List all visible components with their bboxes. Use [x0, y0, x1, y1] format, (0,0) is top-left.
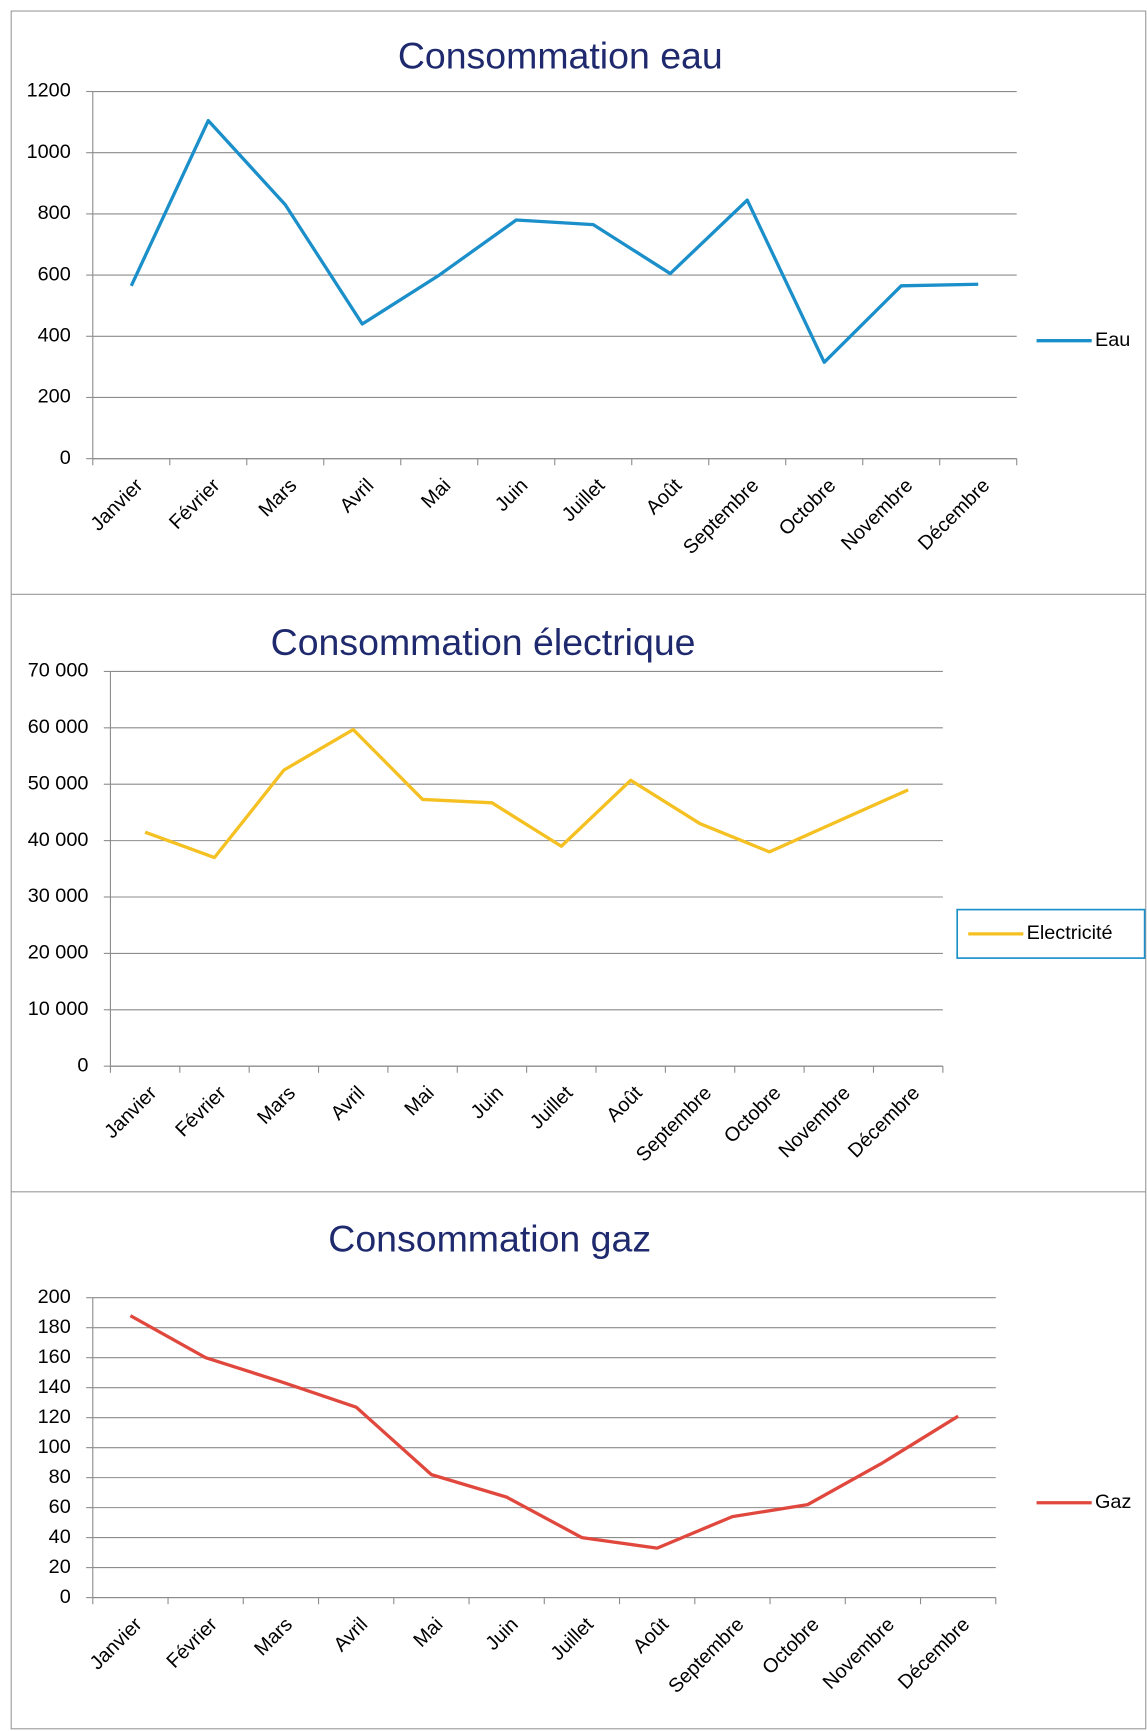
y-tick-label: 0: [77, 1054, 88, 1076]
x-tick-label: Janvier: [87, 474, 148, 535]
legend-label: Gaz: [1095, 1491, 1131, 1513]
x-tick-label: Janvier: [86, 1613, 147, 1674]
y-tick-label: 200: [38, 1286, 71, 1308]
x-tick-label: Novembre: [837, 475, 917, 555]
legend-label: Electricité: [1027, 922, 1113, 944]
page-border: [10, 10, 1147, 1730]
x-tick-label: Mars: [255, 475, 302, 522]
x-tick-label: Août: [642, 474, 687, 519]
chart-title: Consommation gaz: [328, 1217, 651, 1259]
y-tick-label: 140: [38, 1376, 71, 1398]
y-tick-label: 1200: [27, 80, 71, 102]
x-tick-label: Août: [602, 1082, 647, 1127]
y-tick-label: 10 000: [28, 998, 89, 1020]
x-tick-label: Juillet: [547, 1613, 599, 1665]
y-tick-label: 100: [38, 1436, 71, 1458]
x-tick-label: Décembre: [844, 1082, 924, 1162]
x-tick-label: Novembre: [819, 1614, 899, 1694]
x-tick-label: Juin: [481, 1614, 522, 1655]
y-tick-label: 80: [49, 1466, 71, 1488]
legend-label: Eau: [1095, 329, 1130, 351]
x-tick-label: Juillet: [558, 474, 610, 526]
y-tick-label: 40: [49, 1526, 71, 1548]
x-tick-label: Février: [165, 474, 224, 533]
y-tick-label: 180: [38, 1316, 71, 1338]
data-line: [144, 727, 909, 860]
chart-title: Consommation électrique: [271, 621, 696, 663]
x-tick-label: Avril: [330, 1614, 373, 1657]
y-tick-label: 50 000: [28, 772, 89, 794]
y-tick-label: 40 000: [28, 829, 89, 851]
x-tick-label: Juin: [467, 1082, 508, 1123]
x-tick-label: Mars: [250, 1613, 297, 1660]
y-tick-label: 1000: [27, 141, 71, 163]
x-tick-label: Octobre: [720, 1082, 785, 1147]
x-tick-label: Septembre: [664, 1614, 748, 1698]
y-tick-label: 20 000: [28, 942, 89, 964]
y-tick-label: 30 000: [28, 885, 89, 907]
x-tick-label: Mai: [409, 1614, 447, 1652]
x-tick-label: Mai: [417, 475, 455, 513]
y-tick-label: 800: [38, 202, 71, 224]
y-tick-label: 20: [49, 1556, 71, 1578]
x-tick-label: Septembre: [632, 1082, 716, 1166]
data-line: [129, 1314, 960, 1550]
x-tick-label: Octobre: [775, 475, 840, 540]
x-tick-label: Octobre: [758, 1614, 823, 1679]
data-line: [129, 118, 979, 364]
x-tick-label: Décembre: [914, 475, 994, 555]
y-tick-label: 600: [38, 263, 71, 285]
x-tick-label: Mai: [400, 1082, 438, 1120]
x-tick-label: Août: [629, 1613, 674, 1658]
y-tick-label: 60 000: [28, 716, 89, 738]
chart-title: Consommation eau: [398, 34, 723, 76]
y-tick-label: 0: [60, 1586, 71, 1608]
x-tick-label: Juin: [491, 475, 532, 516]
x-tick-label: Avril: [336, 475, 379, 518]
x-tick-label: Avril: [327, 1082, 370, 1125]
y-tick-label: 200: [38, 386, 71, 408]
y-tick-label: 70 000: [28, 660, 89, 682]
x-tick-label: Novembre: [775, 1082, 855, 1162]
x-tick-label: Juillet: [526, 1082, 578, 1134]
x-tick-label: Décembre: [894, 1614, 974, 1694]
x-tick-label: Février: [171, 1082, 230, 1141]
y-tick-label: 160: [38, 1346, 71, 1368]
x-tick-label: Mars: [253, 1082, 300, 1129]
legend-frame: [956, 908, 1146, 959]
y-tick-label: 0: [60, 447, 71, 469]
x-tick-label: Septembre: [679, 475, 763, 559]
y-tick-label: 120: [38, 1406, 71, 1428]
y-tick-label: 60: [49, 1496, 71, 1518]
y-tick-label: 400: [38, 325, 71, 347]
x-tick-label: Janvier: [100, 1082, 161, 1143]
x-tick-label: Février: [163, 1613, 222, 1672]
